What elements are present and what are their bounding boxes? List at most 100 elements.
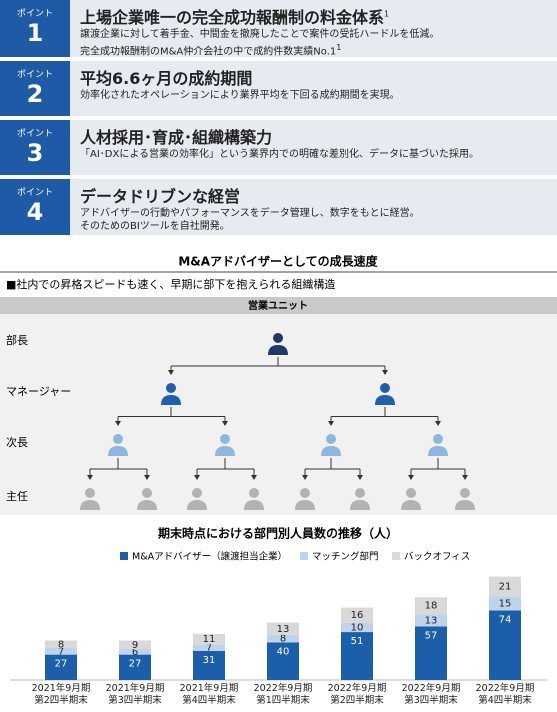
point-box: ポイント 2 平均6.6ヶ月の成約期間 効率化されたオペレーションにより業界平均を下回… — [0, 61, 557, 116]
arrow — [87, 475, 93, 480]
person-icon-head — [85, 488, 95, 498]
legend-label: バックオフィス — [404, 552, 470, 563]
desc-text: そのためのBIツールを自社開発。 — [80, 221, 230, 232]
bar-segment — [45, 648, 77, 655]
desc-line: 完全成功報酬制のM&A仲介会社の中で成約件数実績No.11 — [80, 41, 439, 58]
bar-segment — [415, 614, 447, 627]
legend-label: マッチング部門 — [312, 551, 379, 563]
growth-title: M&Aアドバイザーとしての成長速度 — [178, 254, 378, 269]
bar-segment — [119, 640, 151, 649]
legend-label: M&Aアドバイザー（譲渡担当企業） — [132, 551, 287, 563]
bar-segment — [267, 634, 299, 643]
chart-title: 期末時点における部門別人員数の推移（人） — [158, 526, 398, 541]
lower-section: M&Aアドバイザーとしての成長速度 ■社内での昇格スピードも速く、早期に部下を抱… — [0, 254, 557, 681]
desc-text: 効率化されたオペレーションにより業界平均を下回る成約期間を実現。 — [80, 90, 400, 101]
point-title: データドリブンな経営 — [80, 183, 240, 207]
person-icon-body — [108, 446, 128, 456]
arrow — [222, 421, 228, 426]
level-label: マネージャー — [6, 385, 71, 398]
bar-segment — [341, 632, 373, 680]
data-label: 57 — [425, 630, 438, 641]
bar-segment — [267, 622, 299, 635]
point-title: 人材採用･育成･組織構築力 — [80, 124, 272, 148]
data-label: 40 — [277, 646, 290, 657]
connector — [117, 407, 226, 422]
data-label: 21 — [499, 581, 512, 592]
x-tick-label: 2022年9月期 第4四半期末 — [475, 683, 535, 706]
person-icon-head — [113, 434, 123, 444]
arrow — [462, 475, 468, 480]
connector — [330, 407, 439, 422]
person-icon-body — [321, 446, 341, 456]
x-tick-label: 2021年9月期 第4四半期末 — [179, 683, 239, 706]
data-label: 16 — [351, 610, 364, 621]
bar-segment — [341, 622, 373, 633]
point-box: ポイント 4 データドリブンな経営 アドバイザーの行動やパフォーマンスをデータ管理し、… — [0, 179, 557, 235]
x-tick-label: 2021年9月期 第2四半期末 — [31, 683, 91, 706]
person-icon-body — [428, 446, 448, 456]
arrow — [251, 475, 257, 480]
desc-line: アドバイザーの行動やパフォーマンスをデータ管理し、数字をもとに経営。 — [80, 207, 420, 220]
point-desc: 「AI･DXによる営業の効率化」という業界内での明確な差別化、データに基づいた採… — [80, 148, 479, 161]
data-label: 27 — [55, 659, 68, 670]
legend-swatch — [120, 552, 128, 560]
person-icon-body — [401, 500, 421, 510]
legend-swatch — [392, 552, 400, 560]
person-icon-body — [350, 500, 370, 510]
person-icon-head — [380, 383, 390, 393]
connector — [89, 458, 148, 476]
bar-segment — [415, 597, 447, 615]
point-title: 平均6.6ヶ月の成約期間 — [80, 65, 252, 89]
bar-segment — [119, 648, 151, 655]
connector — [196, 458, 255, 476]
point-title-text: 平均6.6ヶ月の成約期間 — [80, 69, 253, 88]
person-icon-head — [406, 488, 416, 498]
unit-label: 営業ユニット — [248, 299, 308, 312]
arrow — [168, 370, 174, 375]
x-tick-label: 2022年9月期 第2四半期末 — [327, 683, 387, 706]
point-title: 上場企業唯一の完全成功報酬制の料金体系1 — [80, 4, 389, 28]
point-badge: ポイント 1 — [0, 0, 70, 57]
point-box: ポイント 3 人材採用･育成･組織構築力 「AI･DXによる営業の効率化」という業界内… — [0, 120, 557, 175]
person-icon-head — [300, 488, 310, 498]
desc-text: 完全成功報酬制のM&A仲介会社の中で成約件数実績No.1 — [80, 46, 337, 58]
desc-text: 「AI･DXによる営業の効率化」という業界内での明確な差別化、データに基づいた採… — [80, 149, 480, 160]
footnote-mark: 1 — [336, 43, 342, 52]
x-tick-label: 2022年9月期 第1四半期末 — [253, 683, 313, 706]
point-badge: ポイント 3 — [0, 120, 70, 175]
point-desc: 譲渡企業に対して着手金、中間金を撤廃したことで案件の受託ハードルを低減。 完全成功… — [80, 28, 439, 58]
data-label: 7 — [58, 646, 64, 657]
point-title-text: 上場企業唯一の完全成功報酬制の料金体系 — [80, 8, 385, 27]
bar-segment — [415, 626, 447, 680]
person-icon-head — [249, 488, 259, 498]
person-icon-head — [326, 434, 336, 444]
arrow — [435, 421, 441, 426]
person-icon-body — [268, 345, 288, 355]
point-label: ポイント — [16, 188, 53, 198]
desc-text: アドバイザーの行動やパフォーマンスをデータ管理し、数字をもとに経営。 — [80, 208, 420, 219]
data-label: 51 — [351, 636, 364, 647]
data-label: 11 — [203, 634, 216, 645]
desc-line: 「AI･DXによる営業の効率化」という業界内での明確な差別化、データに基づいた採… — [80, 148, 479, 161]
point-number: 1 — [26, 19, 44, 47]
connector — [304, 458, 361, 476]
growth-subtitle: ■社内での昇格スピードも速く、早期に部下を抱えられる組織構造 — [6, 277, 335, 291]
bar-segment — [193, 644, 225, 651]
person-icon-head — [355, 488, 365, 498]
arrow — [357, 475, 363, 480]
point-number: 3 — [26, 139, 44, 167]
person-icon-body — [375, 395, 395, 405]
arrow — [302, 475, 308, 480]
person-icon-head — [220, 434, 230, 444]
x-tick-label: 2021年9月期 第3四半期末 — [105, 683, 165, 706]
arrow — [408, 475, 414, 480]
person-icon-body — [455, 500, 475, 510]
data-label: 6 — [132, 647, 138, 658]
level-label: 次長 — [6, 435, 28, 449]
point-label: ポイント — [16, 70, 53, 80]
person-icon-head — [273, 333, 283, 343]
person-icon-body — [187, 500, 207, 510]
bar-segment — [489, 576, 521, 597]
desc-line: そのためのBIツールを自社開発。 — [80, 220, 420, 233]
